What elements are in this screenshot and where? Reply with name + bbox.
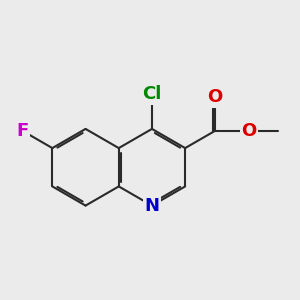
Text: Cl: Cl <box>142 85 162 103</box>
Text: F: F <box>16 122 28 140</box>
Text: N: N <box>145 196 160 214</box>
Text: O: O <box>207 88 223 106</box>
Text: O: O <box>241 122 256 140</box>
